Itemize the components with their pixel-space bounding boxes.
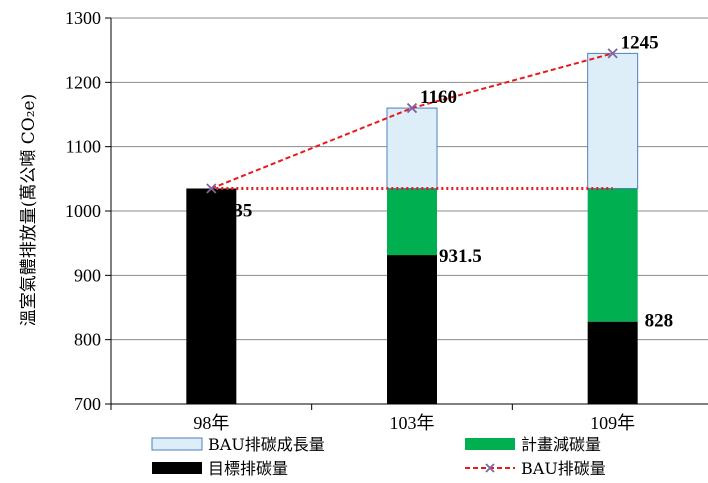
bars xyxy=(186,52,639,404)
y-tick-label: 1300 xyxy=(65,8,101,28)
bar-segment xyxy=(387,255,437,404)
y-tick-label: 1200 xyxy=(65,72,101,92)
legend-swatch xyxy=(151,437,203,451)
legend-label: BAU排碳量 xyxy=(521,459,606,478)
y-axis: 700 800 900 1000 1100 1200 1300 xyxy=(65,8,112,414)
y-tick-label: 1100 xyxy=(66,137,101,157)
bar-segment xyxy=(587,321,638,404)
data-label: 1035 xyxy=(214,200,252,221)
bau-marker xyxy=(206,183,217,194)
data-label: 828 xyxy=(645,311,674,332)
x-axis: 98年 103年 109年 xyxy=(110,403,708,433)
legend-swatch xyxy=(465,438,515,450)
bau-marker xyxy=(406,102,418,114)
bar-segment xyxy=(186,188,237,404)
data-label: 931.5 xyxy=(439,246,482,267)
x-tick-label: 109年 xyxy=(590,413,635,433)
x-tick-label: 103年 xyxy=(390,413,435,433)
legend-label: 目標排碳量 xyxy=(208,459,288,478)
legend-marker xyxy=(485,463,495,473)
bar-segment xyxy=(386,107,438,189)
legend-label: BAU排碳成長量 xyxy=(208,435,325,454)
data-labels: 1035 1160 931.5 1245 828 xyxy=(214,32,673,331)
bar-segment xyxy=(587,52,639,189)
data-label: 1160 xyxy=(420,87,457,108)
bau-marker xyxy=(607,48,618,59)
bar-segment xyxy=(587,188,638,322)
bar-segment xyxy=(387,188,437,256)
bau-line xyxy=(206,48,618,194)
y-axis-label: 溫室氣體排放量(萬公噸 CO₂e) xyxy=(19,94,39,327)
y-tick-label: 800 xyxy=(74,330,101,350)
y-tick-label: 900 xyxy=(74,265,101,285)
x-tick-label: 98年 xyxy=(193,413,229,433)
legend-label: 計畫減碳量 xyxy=(521,435,601,454)
legend-swatch xyxy=(152,462,202,474)
y-tick-label: 700 xyxy=(74,394,101,414)
data-label: 1245 xyxy=(621,32,659,53)
y-tick-label: 1000 xyxy=(65,201,101,221)
